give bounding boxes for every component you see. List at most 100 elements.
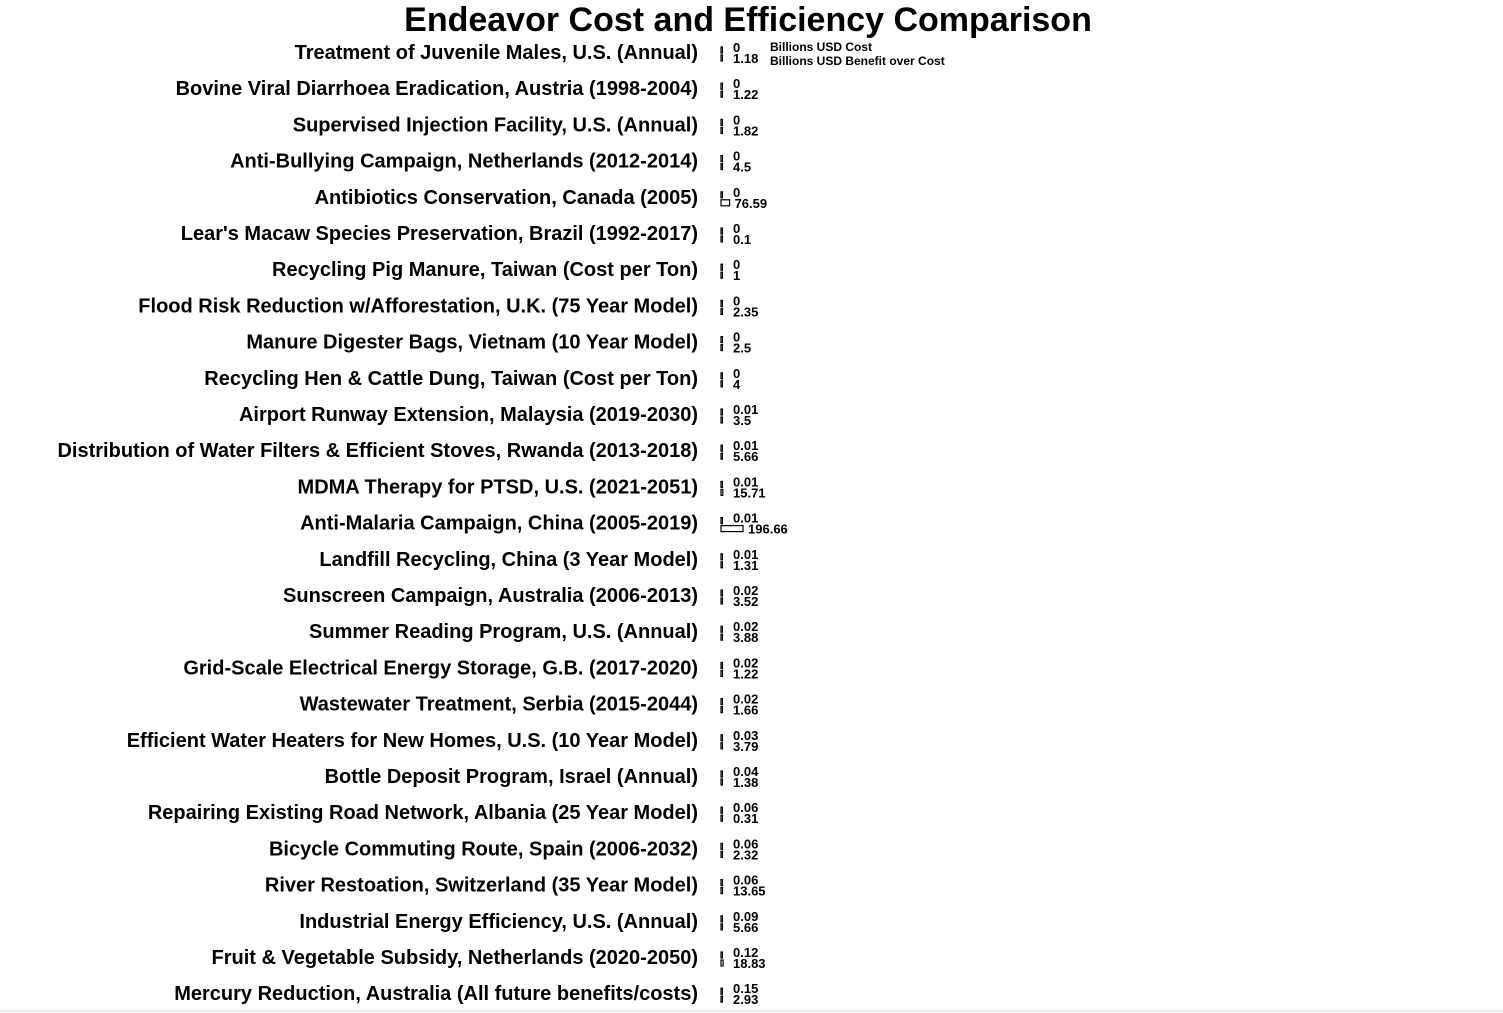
data-label-cost: 0: [733, 366, 740, 381]
category-label: Antibiotics Conservation, Canada (2005): [315, 187, 698, 209]
bar-benefit: [720, 814, 723, 822]
bar-benefit: [720, 886, 724, 895]
bar-benefit: [720, 633, 723, 641]
bar-benefit: [720, 307, 723, 315]
bar-cost: [720, 915, 723, 923]
legend-item-benefit: Billions USD Benefit over Cost: [770, 54, 945, 68]
bar-cost: [720, 553, 723, 561]
category-label: Manure Digester Bags, Vietnam (10 Year M…: [246, 332, 698, 354]
data-label-cost: 0: [733, 257, 740, 272]
data-label-cost: 0.02: [733, 583, 758, 598]
bar-cost: [720, 372, 723, 380]
data-label-cost: 0: [733, 185, 740, 200]
bar-cost: [720, 661, 723, 670]
bar-cost: [720, 408, 723, 416]
bar-benefit: [720, 163, 723, 171]
bar-cost: [720, 516, 723, 525]
category-label: Repairing Existing Road Network, Albania…: [148, 802, 698, 824]
category-label: Airport Runway Extension, Malaysia (2019…: [239, 404, 698, 426]
bar-cost: [720, 770, 723, 778]
category-label: Fruit & Vegetable Subsidy, Netherlands (…: [212, 947, 698, 969]
data-label-cost: 0: [733, 40, 740, 55]
bar-benefit: [720, 597, 723, 605]
data-label-benefit: 2.32: [733, 847, 758, 862]
category-label: Mercury Reduction, Australia (All future…: [174, 983, 698, 1005]
bar-benefit: [720, 850, 723, 859]
bar-benefit: [720, 126, 723, 135]
data-label-cost: 0.02: [733, 655, 758, 670]
data-label-benefit: 4.5: [733, 160, 751, 175]
data-label-benefit: 1.31: [733, 558, 758, 573]
bar-benefit: [720, 488, 724, 496]
category-label: Landfill Recycling, China (3 Year Model): [319, 549, 698, 571]
data-label-benefit: 1.22: [733, 666, 758, 681]
bar-benefit: [720, 344, 723, 352]
category-label: Industrial Energy Efficiency, U.S. (Annu…: [299, 911, 698, 933]
data-label-cost: 0.01: [733, 511, 758, 526]
bar-cost: [720, 806, 723, 814]
data-label-benefit: 1.22: [733, 87, 758, 102]
data-label-benefit: 3.88: [733, 630, 758, 645]
bar-benefit: [720, 995, 723, 1003]
bar-cost: [720, 263, 723, 271]
bar-cost: [720, 227, 723, 235]
data-label-cost: 0: [733, 112, 740, 127]
data-label-benefit: 1.18: [733, 51, 758, 66]
category-label: MDMA Therapy for PTSD, U.S. (2021-2051): [298, 476, 698, 498]
category-label: Treatment of Juvenile Males, U.S. (Annua…: [295, 42, 698, 64]
bar-benefit: [720, 742, 723, 750]
category-label: River Restoation, Switzerland (35 Year M…: [265, 875, 698, 897]
category-label: Flood Risk Reduction w/Afforestation, U.…: [138, 295, 698, 317]
data-label-cost: 0: [733, 293, 740, 308]
bar-benefit: [720, 452, 723, 460]
data-label-benefit: 3.52: [733, 594, 758, 609]
data-label-benefit: 15.71: [733, 485, 766, 500]
bar-cost: [720, 46, 723, 54]
bar-cost: [720, 697, 723, 706]
bar-benefit: [720, 959, 724, 967]
data-label-cost: 0.01: [733, 402, 758, 417]
legend-item-cost: Billions USD Cost: [770, 40, 872, 54]
category-label: Lear's Macaw Species Preservation, Brazi…: [181, 223, 698, 245]
bar-cost: [720, 118, 723, 127]
bar-benefit: [720, 54, 723, 62]
data-label-cost: 0.04: [733, 764, 759, 779]
data-label-benefit: 0.31: [733, 811, 758, 826]
bar-cost: [720, 625, 723, 633]
category-labels: Treatment of Juvenile Males, U.S. (Annua…: [57, 42, 698, 1005]
data-label-benefit: 1.66: [733, 703, 758, 718]
data-labels: 01.1801.2201.8204.5076.5900.10102.3502.5…: [733, 40, 788, 1007]
data-label-benefit: 5.66: [733, 920, 758, 935]
bar-cost: [720, 82, 723, 90]
bars: [720, 46, 744, 1003]
data-label-cost: 0: [733, 221, 740, 236]
data-label-cost: 0.01: [733, 547, 758, 562]
data-label-benefit: 3.79: [733, 739, 758, 754]
bar-cost: [720, 336, 723, 344]
data-label-cost: 0.12: [733, 945, 758, 960]
data-label-cost: 0.09: [733, 909, 758, 924]
bar-benefit: [720, 271, 723, 279]
category-label: Summer Reading Program, U.S. (Annual): [309, 621, 698, 643]
chart-title: Endeavor Cost and Efficiency Comparison: [404, 1, 1092, 39]
category-label: Supervised Injection Facility, U.S. (Ann…: [293, 114, 698, 136]
bar-benefit: [720, 923, 723, 931]
data-label-benefit: 2.35: [733, 304, 758, 319]
category-label: Wastewater Treatment, Serbia (2015-2044): [300, 694, 698, 716]
data-label-cost: 0.02: [733, 692, 758, 707]
bar-cost: [720, 191, 723, 199]
bar-cost: [720, 842, 723, 851]
category-label: Grid-Scale Electrical Energy Storage, G.…: [183, 657, 698, 679]
bar-cost: [720, 878, 723, 887]
data-label-cost: 0.01: [733, 474, 758, 489]
data-label-cost: 0: [733, 330, 740, 345]
category-label: Bicycle Commuting Route, Spain (2006-203…: [269, 838, 698, 860]
data-label-benefit: 76.59: [735, 196, 768, 211]
category-label: Anti-Malaria Campaign, China (2005-2019): [300, 513, 698, 535]
data-label-benefit: 1: [733, 268, 740, 283]
category-label: Sunscreen Campaign, Australia (2006-2013…: [283, 585, 698, 607]
data-label-benefit: 196.66: [748, 522, 788, 537]
